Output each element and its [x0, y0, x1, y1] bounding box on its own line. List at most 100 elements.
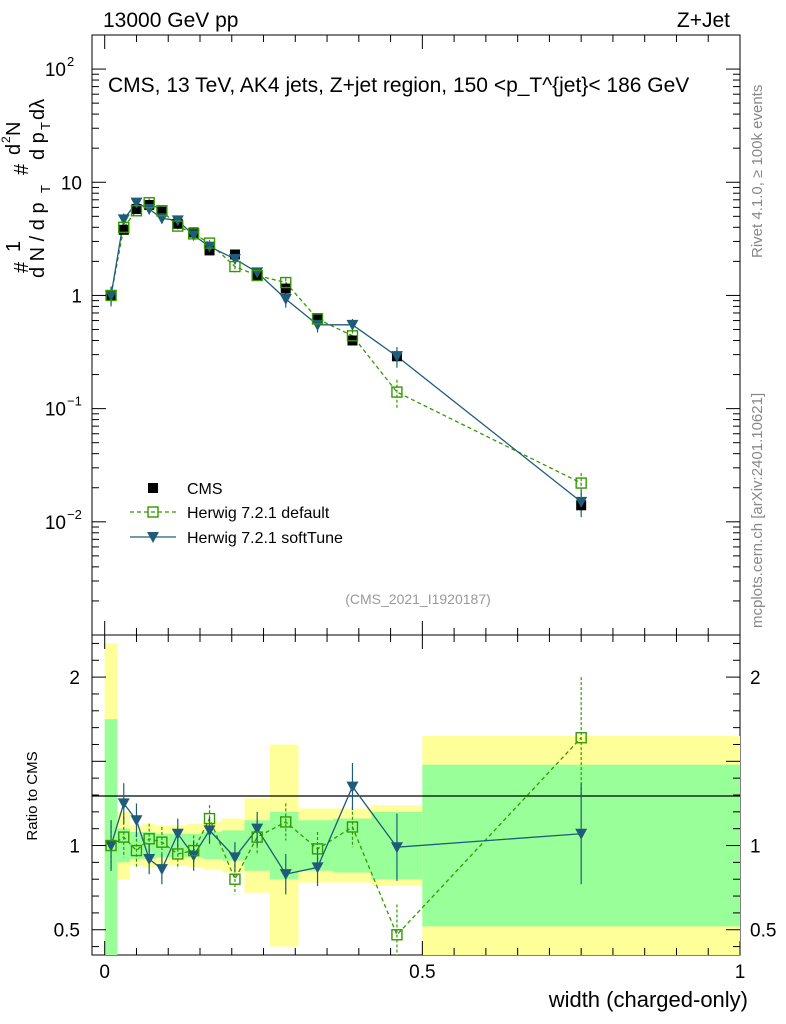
ylabel-dn-dpt: d N / d p — [27, 202, 49, 278]
ratio-point-softtune — [311, 862, 324, 874]
ratio-point-softtune — [251, 823, 264, 835]
ylabel-d: d — [3, 144, 25, 155]
ratio-point-default — [346, 821, 359, 833]
y-tick-label: 10 — [45, 400, 66, 421]
ylabel-dlambda: dλ — [27, 99, 49, 120]
legend-entry-softtune — [130, 532, 176, 543]
ratio-point-softtune — [105, 840, 118, 852]
ratio-point-softtune — [130, 815, 143, 827]
point-softtune — [187, 230, 200, 242]
x-tick-label: 0 — [99, 962, 110, 983]
point-softtune — [117, 214, 130, 226]
xlabel: width (charged-only) — [548, 987, 748, 1012]
ratio-point-default — [172, 848, 184, 860]
ratio-tick-label-left: 1 — [69, 837, 80, 858]
ratio-band-inner — [117, 828, 131, 863]
ratio-point-default — [311, 843, 324, 855]
ratio-point-softtune — [390, 842, 403, 854]
x-tick-label: 0.5 — [409, 962, 435, 983]
point-softtune — [105, 290, 118, 302]
point-default — [346, 330, 359, 342]
x-tick-label: 1 — [735, 962, 746, 983]
point-cms — [312, 313, 323, 324]
point-cms — [118, 224, 129, 235]
ratio-point-softtune — [171, 828, 184, 840]
ratio-point-default — [391, 929, 403, 941]
title-text: CMS, 13 TeV, AK4 jets, Z+jet region, 150… — [108, 74, 689, 97]
point-softtune — [279, 294, 292, 306]
ylabel-hash-2: # — [11, 163, 33, 175]
y-tick-label: 1 — [71, 286, 82, 307]
point-default — [575, 477, 587, 489]
point-softtune — [203, 241, 216, 253]
point-softtune — [228, 253, 241, 265]
rivet-label: Rivet 4.1.0, ≥ 100k events — [749, 85, 766, 258]
ylabel-one: 1 — [3, 241, 25, 252]
y-tick-label-exponent: 2 — [67, 54, 74, 69]
ratio-point-default — [130, 844, 143, 857]
ylabel-n: N — [3, 122, 25, 136]
point-cms — [156, 206, 167, 217]
ratio-point-softtune — [203, 825, 216, 837]
ratio-band-inner — [269, 811, 299, 880]
ratio-point-default — [251, 831, 263, 843]
energy-label: 13000 GeV pp — [103, 9, 238, 32]
point-default — [156, 205, 168, 217]
ratio-point-default — [575, 732, 587, 744]
ratio-point-softtune — [279, 869, 292, 881]
point-default — [229, 260, 241, 273]
y-tick-label-exponent: −1 — [67, 394, 82, 409]
legend-label-softtune: Herwig 7.2.1 softTune — [187, 530, 343, 547]
ratio-tick-label-left: 0.5 — [54, 921, 80, 942]
point-softtune — [143, 204, 156, 216]
series-line-softtune — [110, 201, 582, 503]
ratio-point-default — [143, 833, 155, 845]
ratio-point-softtune — [117, 798, 130, 810]
point-cms — [280, 283, 291, 294]
ratio-ylabel: Ratio to CMS — [24, 751, 41, 840]
point-cms — [131, 204, 142, 215]
ylabel-hash-1: # — [11, 261, 33, 273]
ratio-tick-label-right: 1 — [750, 837, 761, 858]
main-ylabel: # 1 d N / d p T # d 2 N d p T dλ — [0, 99, 53, 278]
ratio-point-default — [105, 839, 117, 852]
ylabel-dpt: d p — [27, 132, 49, 160]
analysis-tag: (CMS_2021_I1920187) — [345, 591, 491, 607]
point-default — [118, 221, 130, 233]
chart-title: CMS, 13 TeV, AK4 jets, Z+jet region, 150… — [108, 74, 689, 97]
ratio-band-inner — [155, 833, 169, 858]
point-default — [311, 313, 324, 325]
ratio-uncertainty-bands — [104, 643, 740, 955]
point-softtune — [130, 197, 143, 209]
ratio-series-layer — [105, 677, 588, 955]
ratio-tick-label-right: 2 — [750, 668, 761, 689]
legend-entry-default — [130, 506, 176, 518]
y-tick-label-exponent: −2 — [67, 507, 82, 522]
ratio-tick-label-left: 2 — [69, 668, 80, 689]
legend: CMS Herwig 7.2.1 default Herwig 7.2.1 so… — [130, 481, 343, 547]
point-default — [391, 386, 403, 398]
main-series-layer — [105, 196, 588, 518]
process-label: Z+Jet — [677, 9, 730, 32]
mcplots-label: mcplots.cern.ch [arXiv:2401.10621] — [749, 393, 766, 628]
ratio-point-softtune — [346, 781, 359, 793]
point-default — [143, 196, 155, 209]
ratio-point-default — [187, 844, 200, 857]
ratio-tick-label-right: 0.5 — [750, 921, 776, 942]
legend-entry-cms — [148, 483, 158, 493]
ratio-point-default — [203, 812, 216, 825]
legend-label-default: Herwig 7.2.1 default — [187, 505, 330, 522]
ratio-point-softtune — [143, 854, 156, 865]
legend-label-cms: CMS — [187, 481, 223, 498]
y-tick-label: 10 — [61, 173, 82, 194]
point-default — [251, 269, 263, 282]
ratio-point-default — [229, 873, 241, 885]
legend-marker-default — [147, 506, 159, 518]
point-softtune — [390, 351, 403, 363]
point-default — [280, 276, 292, 289]
point-default — [105, 289, 117, 302]
point-default — [172, 220, 184, 232]
ylabel-2-sup: 2 — [0, 136, 13, 143]
